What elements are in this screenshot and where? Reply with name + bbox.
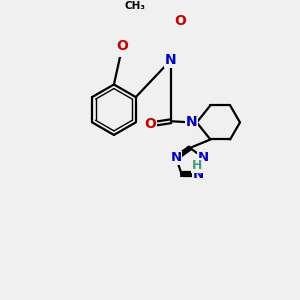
Text: O: O <box>116 39 128 53</box>
Text: N: N <box>198 152 209 164</box>
Text: H: H <box>192 159 202 172</box>
Text: O: O <box>174 14 186 28</box>
Text: N: N <box>186 116 197 129</box>
Text: N: N <box>193 167 204 181</box>
Text: N: N <box>171 152 182 164</box>
Text: CH₃: CH₃ <box>124 1 146 11</box>
Text: O: O <box>144 117 156 130</box>
Text: N: N <box>165 53 177 67</box>
